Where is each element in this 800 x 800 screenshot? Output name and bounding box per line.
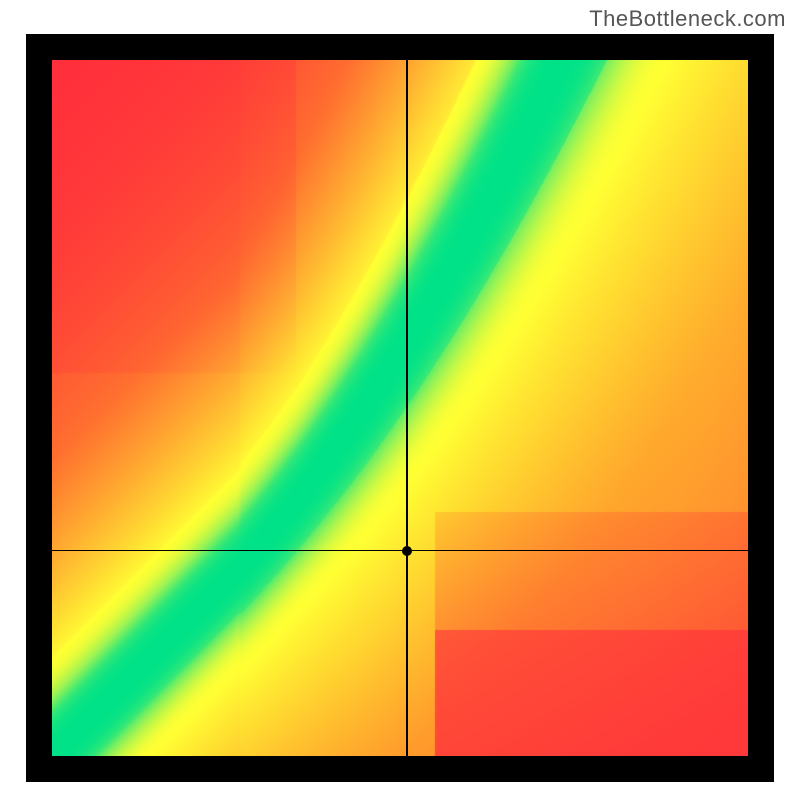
watermark-text: TheBottleneck.com — [589, 6, 786, 32]
crosshair-horizontal — [52, 550, 748, 551]
chart-container: TheBottleneck.com — [0, 0, 800, 800]
crosshair-vertical — [406, 60, 407, 756]
heatmap-plot — [52, 60, 748, 756]
heatmap-canvas — [52, 60, 748, 756]
data-point-marker — [402, 546, 412, 556]
